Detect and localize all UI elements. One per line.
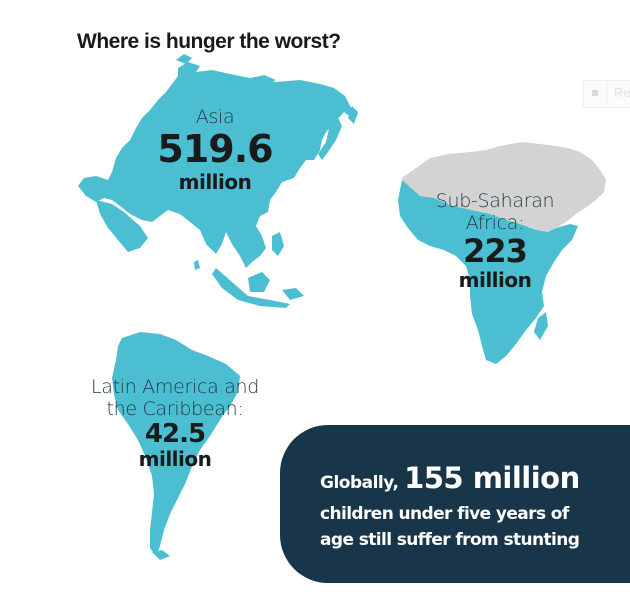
callout-line3: age still suffer from stunting	[320, 530, 580, 550]
sri-lanka	[194, 260, 200, 270]
borneo	[248, 272, 270, 292]
japan-island	[318, 118, 342, 160]
callout-line2: children under five years of	[320, 504, 569, 524]
latin-america-region	[112, 332, 240, 556]
partial-widget[interactable]: Re	[583, 80, 630, 108]
callout-highlight: 155 million	[404, 461, 580, 495]
madagascar	[534, 312, 548, 340]
region-name-line2: the Caribbean:	[106, 398, 244, 420]
widget-icon	[592, 90, 598, 96]
region-name-line2: Africa:	[465, 212, 525, 234]
philippines	[272, 232, 284, 256]
sumatra-java	[212, 268, 290, 308]
region-unit: million	[178, 170, 252, 194]
tierra-del-fuego	[152, 550, 170, 560]
region-value: 519.6	[157, 127, 273, 171]
sub-saharan-africa-region	[398, 180, 578, 364]
africa-label: Sub-Saharan Africa: 223 million	[420, 190, 570, 292]
region-name: Asia	[195, 106, 235, 128]
stunting-callout: Globally, 155 million children under fiv…	[280, 425, 630, 583]
latin-america-label: Latin America and the Caribbean: 42.5 mi…	[70, 376, 280, 470]
callout-body: children under five years of age still s…	[320, 501, 580, 553]
arctic-island-1	[176, 54, 192, 64]
new-guinea	[282, 288, 304, 300]
region-value: 42.5	[144, 419, 206, 449]
kamchatka	[348, 106, 358, 124]
callout-prefix: Globally,	[320, 473, 399, 493]
page-title: Where is hunger the worst?	[77, 30, 341, 53]
arctic-island-2	[256, 76, 276, 84]
asia-region	[78, 62, 358, 268]
region-name-line1: Sub-Saharan	[435, 190, 555, 212]
region-unit: million	[138, 447, 212, 471]
region-name-line1: Latin America and	[90, 376, 260, 398]
callout-headline: Globally, 155 million	[320, 461, 580, 495]
asia-label: Asia 519.6 million	[150, 106, 280, 194]
widget-label: Re	[614, 85, 630, 100]
divider	[606, 81, 607, 107]
region-value: 223	[463, 232, 528, 270]
region-unit: million	[458, 268, 532, 292]
arabia-anatolia	[96, 200, 148, 252]
north-africa-middle-east	[402, 142, 606, 232]
